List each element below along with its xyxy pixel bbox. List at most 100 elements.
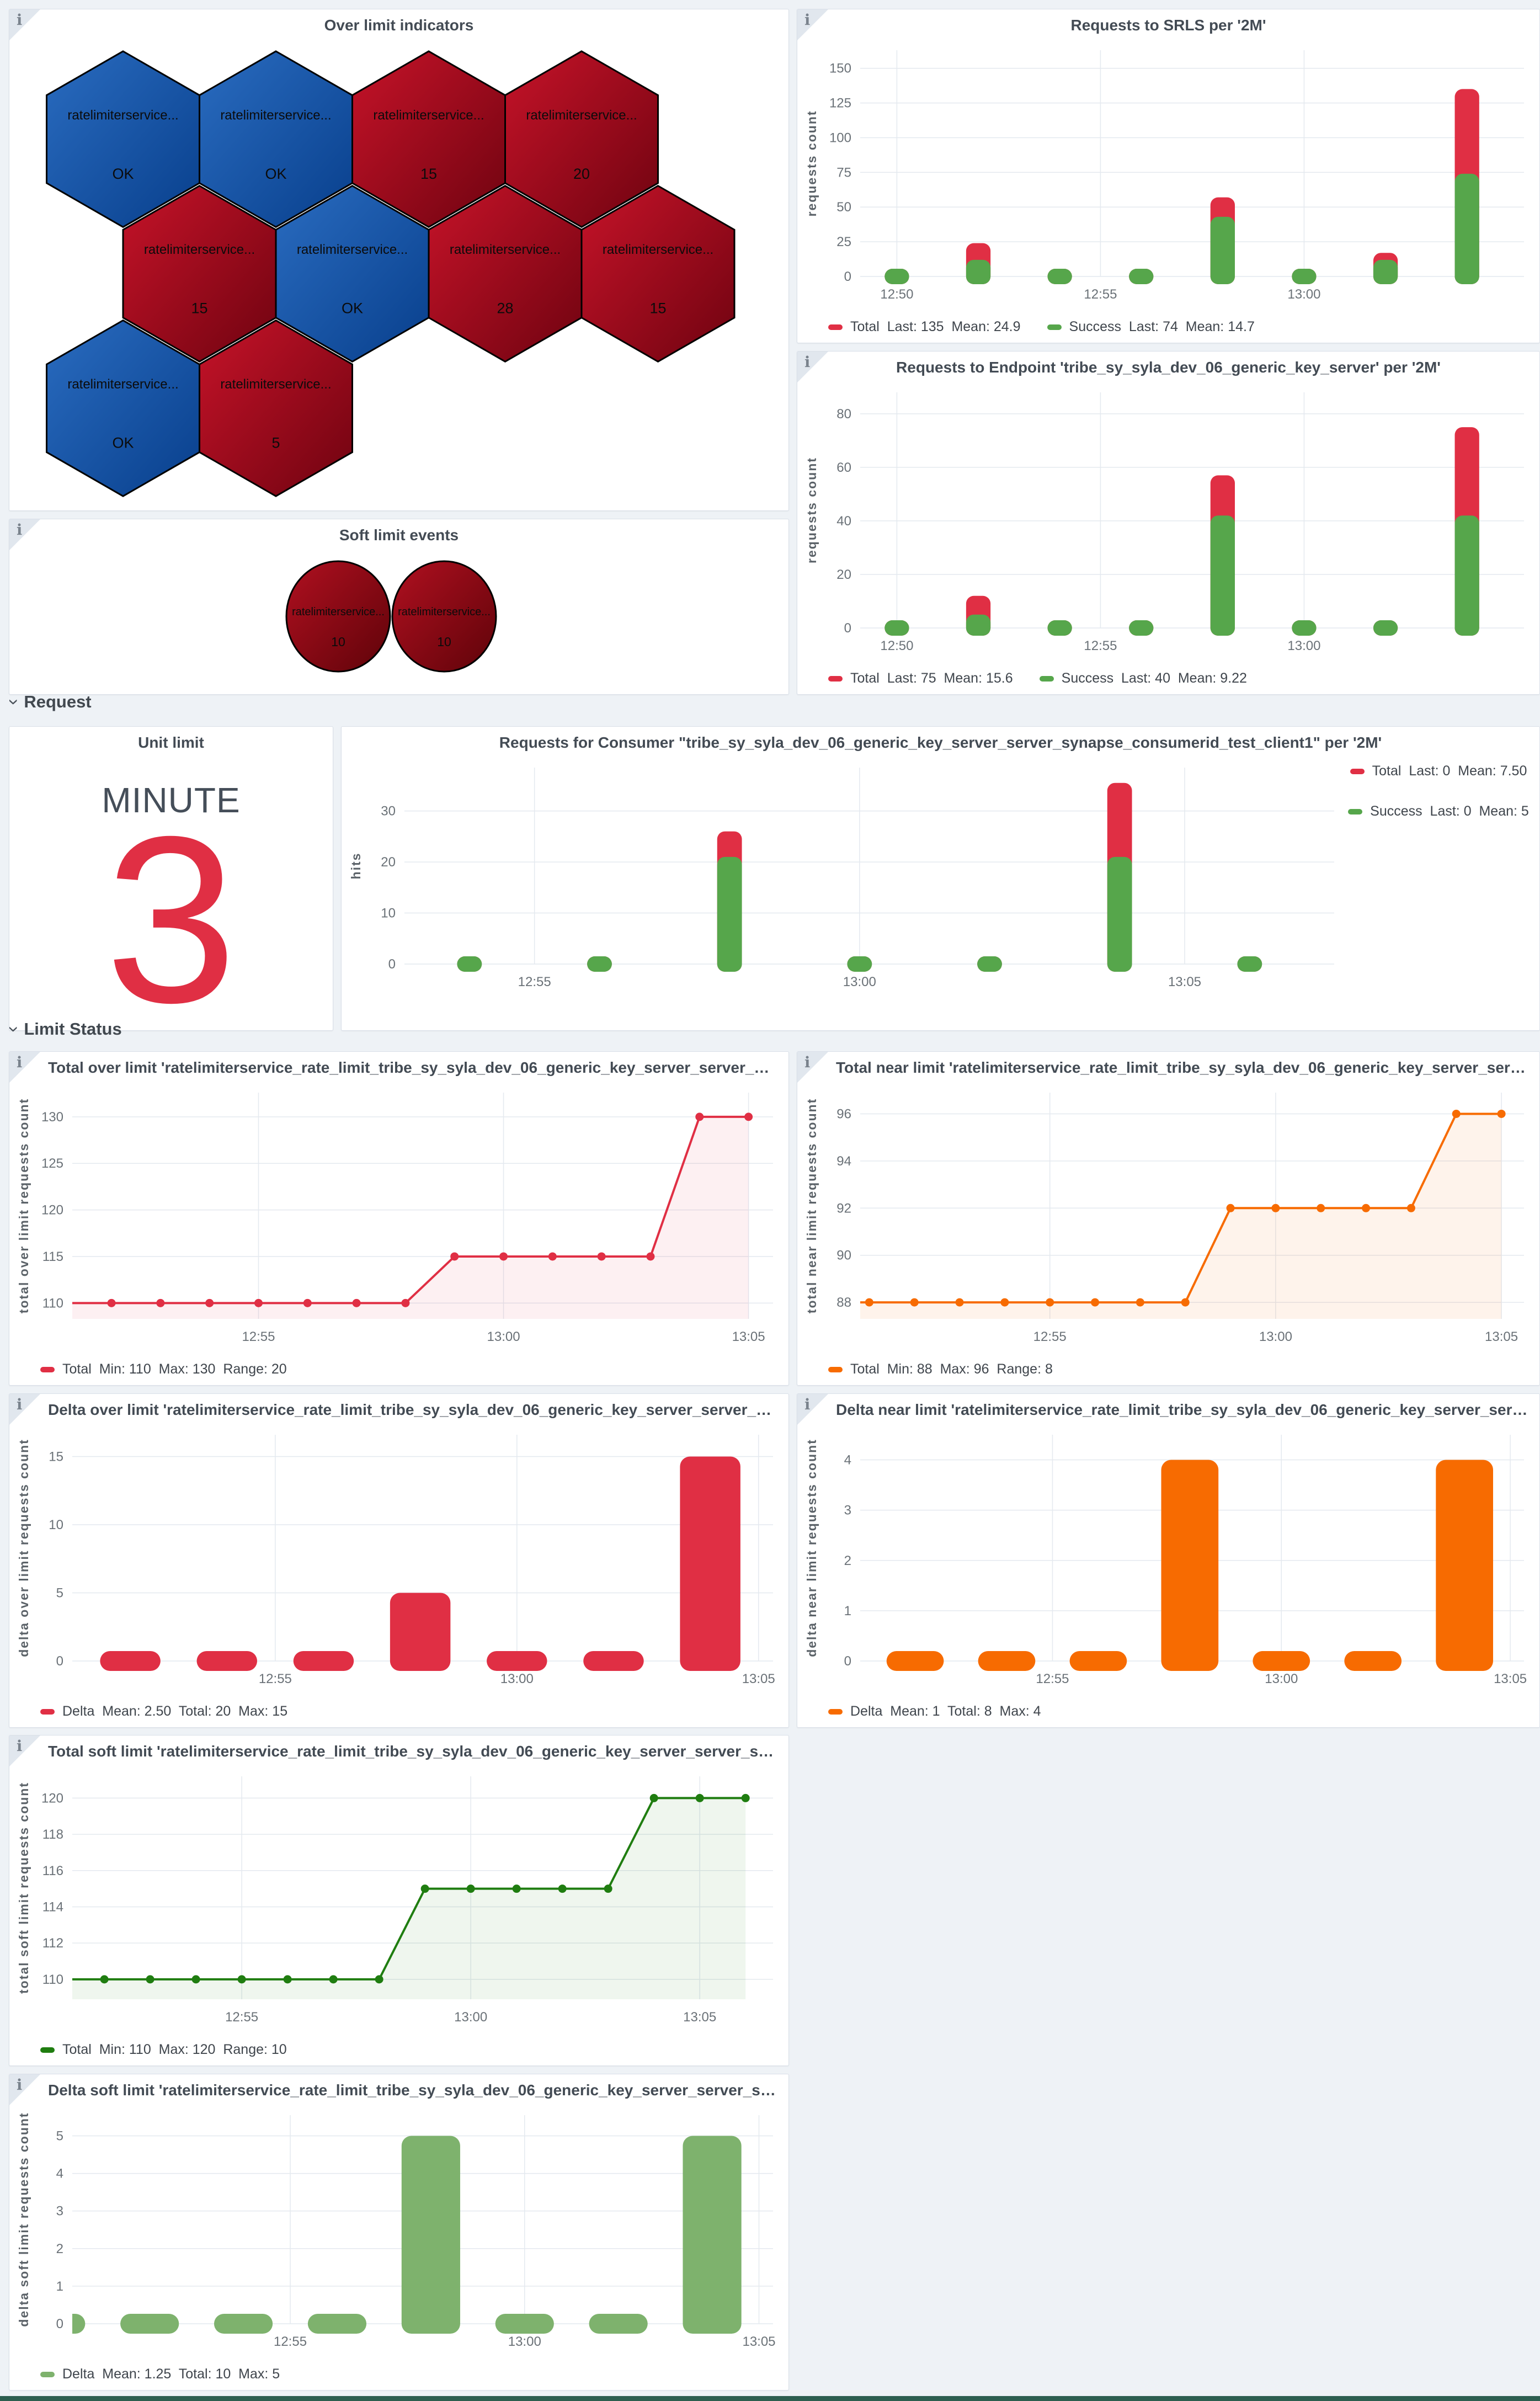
legend-series-text: Total Min: 110 Max: 120 Range: 10 bbox=[62, 2042, 287, 2057]
hexagon-over[interactable]: ratelimiterservice... 15 bbox=[580, 185, 736, 363]
panel-title[interactable]: Delta over limit 'ratelimiterservice_rat… bbox=[48, 1401, 788, 1418]
info-icon: i bbox=[17, 1738, 23, 1755]
legend-series-chip bbox=[40, 1708, 55, 1715]
svg-text:13:00: 13:00 bbox=[1259, 1329, 1292, 1344]
svg-text:116: 116 bbox=[42, 1864, 63, 1878]
svg-text:0: 0 bbox=[388, 957, 396, 972]
legend-item[interactable]: Total Min: 110 Max: 120 Range: 10 bbox=[40, 2042, 287, 2058]
panel-title[interactable]: Total over limit 'ratelimiterservice_rat… bbox=[48, 1059, 788, 1076]
svg-text:12:55: 12:55 bbox=[225, 2010, 258, 2025]
svg-text:96: 96 bbox=[836, 1106, 851, 1121]
legend-series-chip bbox=[1039, 675, 1054, 682]
panel-delta-over-limit: i Delta over limit 'ratelimiterservice_r… bbox=[9, 1393, 789, 1728]
svg-text:ratelimiterservice...: ratelimiterservice... bbox=[144, 242, 255, 257]
chart-legend: Total Last: 75 Mean: 15.6 Success Last: 4… bbox=[828, 670, 1247, 686]
panel-title[interactable]: Delta near limit 'ratelimiterservice_rat… bbox=[836, 1401, 1539, 1418]
panel-info-corner[interactable]: i bbox=[797, 1394, 828, 1425]
hexagon-ok[interactable]: ratelimiterservice... OK bbox=[46, 50, 200, 228]
legend-item[interactable]: Success Last: 74 Mean: 14.7 bbox=[1047, 319, 1255, 335]
panel-info-corner[interactable]: i bbox=[9, 1052, 40, 1083]
svg-text:25: 25 bbox=[836, 235, 851, 249]
panel-info-corner[interactable]: i bbox=[9, 1735, 40, 1766]
panel-title[interactable]: Unit limit bbox=[138, 734, 204, 751]
panel-title[interactable]: Requests to SRLS per '2M' bbox=[1070, 17, 1266, 34]
legend-series-text: Success Last: 74 Mean: 14.7 bbox=[1069, 319, 1255, 334]
svg-text:ratelimiterservice...: ratelimiterservice... bbox=[297, 242, 408, 257]
panel-info-corner[interactable]: i bbox=[9, 9, 40, 40]
legend-item[interactable]: Total Last: 0 Mean: 7.50 bbox=[1350, 763, 1527, 779]
legend-item[interactable]: Success Last: 0 Mean: 5 bbox=[1348, 803, 1529, 819]
legend-item[interactable]: Delta Mean: 1.25 Total: 10 Max: 5 bbox=[40, 2366, 280, 2382]
section-title: Request bbox=[24, 692, 92, 711]
hexagon-over[interactable]: ratelimiterservice... 5 bbox=[199, 319, 353, 497]
section-header-limit-status[interactable]: › Limit Status bbox=[4, 1018, 122, 1040]
chart-total-over-limit[interactable]: 110 115 120 125 130 12:55 13:00 13:05 total over… bbox=[14, 1083, 784, 1351]
legend-item[interactable]: Total Last: 135 Mean: 24.9 bbox=[828, 319, 1021, 335]
hexagon-grid[interactable]: ratelimiterservice...OKratelimiterservic… bbox=[9, 40, 788, 507]
svg-text:13:05: 13:05 bbox=[1494, 1671, 1527, 1686]
panel-info-corner[interactable]: i bbox=[797, 1052, 828, 1083]
panel-title[interactable]: Requests to Endpoint 'tribe_sy_syla_dev_… bbox=[896, 359, 1441, 376]
info-icon: i bbox=[17, 1396, 23, 1413]
hexagon-over[interactable]: ratelimiterservice... 28 bbox=[428, 185, 583, 363]
svg-text:OK: OK bbox=[265, 166, 287, 182]
circle-indicator[interactable]: ratelimiterservice... 10 bbox=[391, 560, 497, 673]
svg-text:ratelimiterservice...: ratelimiterservice... bbox=[603, 242, 713, 257]
panel-info-corner[interactable]: i bbox=[9, 1394, 40, 1425]
chart-delta-over-limit[interactable]: 0 5 10 15 12:55 13:00 13:05 delta over limit re… bbox=[14, 1425, 784, 1693]
svg-text:3: 3 bbox=[56, 2204, 63, 2219]
info-icon: i bbox=[17, 1054, 23, 1071]
unit-limit-word: MINUTE bbox=[102, 780, 241, 820]
svg-text:125: 125 bbox=[829, 96, 851, 111]
legend-item[interactable]: Total Last: 75 Mean: 15.6 bbox=[828, 670, 1013, 686]
panel-info-corner[interactable]: i bbox=[9, 2074, 40, 2105]
info-icon: i bbox=[804, 354, 811, 371]
svg-text:0: 0 bbox=[56, 2317, 63, 2331]
chart-total-soft-limit[interactable]: 110 112 114 116 118 120 12:55 13:00 13:05 total s… bbox=[14, 1766, 784, 2031]
panel-info-corner[interactable]: i bbox=[797, 352, 828, 382]
svg-text:94: 94 bbox=[836, 1154, 851, 1169]
chart-legend: Delta Mean: 2.50 Total: 20 Max: 15 bbox=[40, 1703, 287, 1719]
svg-text:13:05: 13:05 bbox=[1168, 975, 1201, 989]
chart-delta-near-limit[interactable]: 0 1 2 3 4 12:55 13:00 13:05 delta near limit req… bbox=[802, 1425, 1535, 1693]
circle-indicators[interactable]: ratelimiterservice...10ratelimiterservic… bbox=[9, 550, 788, 691]
svg-text:2: 2 bbox=[844, 1553, 851, 1568]
panel-info-corner[interactable]: i bbox=[797, 9, 828, 40]
chart-consumer[interactable]: 0 10 20 30 12:55 13:00 13:05 hits bbox=[346, 758, 1345, 996]
svg-text:100: 100 bbox=[829, 130, 851, 145]
legend-item[interactable]: Delta Mean: 1 Total: 8 Max: 4 bbox=[828, 1703, 1041, 1719]
legend-series-chip bbox=[828, 1708, 843, 1715]
panel-title[interactable]: Requests for Consumer "tribe_sy_syla_dev… bbox=[499, 734, 1382, 751]
legend-item[interactable]: Total Min: 88 Max: 96 Range: 8 bbox=[828, 1361, 1053, 1377]
chart-endpoint[interactable]: 0 20 40 60 80 12:50 12:55 13:00 requests count bbox=[802, 382, 1535, 660]
legend-series-text: Total Min: 110 Max: 130 Range: 20 bbox=[62, 1361, 287, 1377]
legend-item[interactable]: Success Last: 40 Mean: 9.22 bbox=[1039, 670, 1247, 686]
panel-title[interactable]: Total soft limit 'ratelimiterservice_rat… bbox=[48, 1743, 788, 1760]
legend-item[interactable]: Delta Mean: 2.50 Total: 20 Max: 15 bbox=[40, 1703, 287, 1719]
svg-text:150: 150 bbox=[829, 61, 851, 76]
svg-text:delta over limit requests coun: delta over limit requests count bbox=[17, 1439, 31, 1657]
panel-title[interactable]: Over limit indicators bbox=[324, 17, 474, 34]
panel-info-corner[interactable]: i bbox=[9, 519, 40, 550]
panel-title[interactable]: Total near limit 'ratelimiterservice_rat… bbox=[836, 1059, 1539, 1076]
chart-delta-soft-limit[interactable]: 0 1 2 3 4 5 12:55 13:00 13:05 delta soft limit re… bbox=[14, 2105, 784, 2356]
hexagon-over[interactable]: ratelimiterservice... 20 bbox=[504, 50, 659, 228]
svg-text:12:55: 12:55 bbox=[1084, 638, 1117, 653]
hexagon-over[interactable]: ratelimiterservice... 15 bbox=[351, 50, 506, 228]
svg-text:80: 80 bbox=[836, 407, 851, 422]
panel-title[interactable]: Soft limit events bbox=[339, 526, 459, 544]
section-header-request[interactable]: › Request bbox=[3, 691, 92, 713]
svg-text:OK: OK bbox=[113, 166, 134, 182]
hexagon-ok[interactable]: ratelimiterservice... OK bbox=[275, 185, 430, 363]
svg-text:13:05: 13:05 bbox=[1485, 1329, 1518, 1344]
svg-text:40: 40 bbox=[836, 514, 851, 529]
chart-total-near-limit[interactable]: 88 90 92 94 96 12:55 13:00 13:05 total near limi… bbox=[802, 1083, 1535, 1351]
panel-title[interactable]: Delta soft limit 'ratelimiterservice_rat… bbox=[48, 2081, 788, 2099]
svg-text:ratelimiterservice...: ratelimiterservice... bbox=[373, 108, 484, 123]
circle-indicator[interactable]: ratelimiterservice... 10 bbox=[285, 560, 391, 673]
chevron-down-icon: › bbox=[3, 699, 25, 705]
chart-srls[interactable]: 0 25 50 75 100 125 150 12:50 12:55 13:00 requests … bbox=[802, 40, 1535, 308]
legend-item[interactable]: Total Min: 110 Max: 130 Range: 20 bbox=[40, 1361, 287, 1377]
svg-text:total near limit requests coun: total near limit requests count bbox=[804, 1098, 819, 1313]
hexagon-ok[interactable]: ratelimiterservice... OK bbox=[199, 50, 353, 228]
